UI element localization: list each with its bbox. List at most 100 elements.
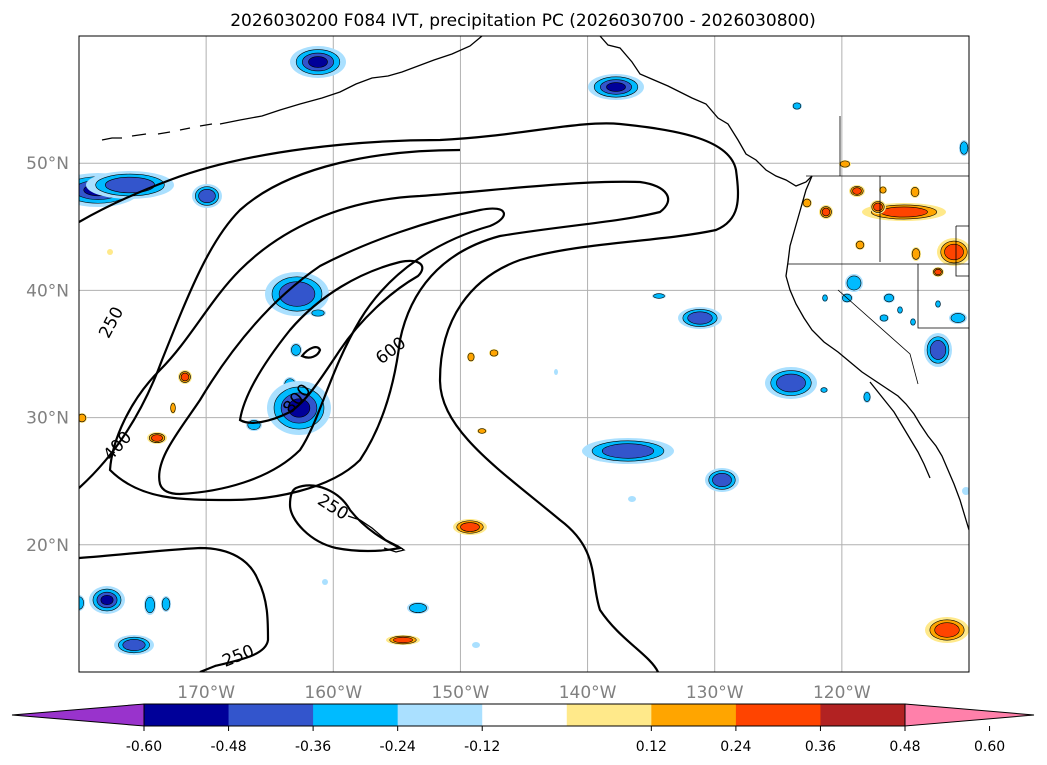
ivt-contour-600 [158, 207, 506, 496]
precip-negative-blob-6 [265, 272, 329, 316]
precip-blob-5-level-1 [792, 102, 802, 110]
precip-negative-blob-4 [588, 74, 644, 100]
precip-blob-8-level-1 [291, 344, 301, 356]
precip-blob-18-level-2 [122, 639, 146, 651]
colorbar-tick-label-5: 0.12 [636, 739, 667, 755]
precip-positive-blob-59 [802, 198, 812, 208]
baja-california [869, 381, 931, 479]
precip-blob-32-level-1 [879, 314, 889, 322]
precip-negative-blob-1 [86, 171, 174, 199]
precip-blob-36-level-0 [554, 369, 558, 375]
ivt-contour-250-main [79, 122, 740, 672]
precip-blob-19-level-1 [145, 596, 155, 614]
precip-negative-blob-21 [407, 602, 429, 614]
precip-blob-53-level-2 [873, 202, 883, 212]
precip-blob-14-level-2 [687, 311, 713, 325]
precip-blob-27-level-1 [820, 387, 828, 393]
latitude-tick-labels: 20°N 30°N 40°N 50°N [26, 154, 69, 556]
precip-positive-blob-42 [147, 432, 167, 444]
lat-tick-label-3: 50°N [26, 154, 69, 174]
precip-blob-63-level-1 [855, 240, 865, 250]
precip-blob-46-level-1 [467, 352, 475, 362]
colorbar-segment-1 [228, 704, 314, 726]
precip-blob-13-level-2 [712, 472, 732, 488]
precip-negative-blob-12 [582, 438, 674, 464]
colorbar-tick-label-6: 0.24 [720, 739, 751, 755]
precip-negative-blob-24 [845, 274, 863, 292]
colorbar-tick-label-1: -0.48 [210, 739, 246, 755]
colorbar-segment-7 [735, 704, 821, 726]
precip-blob-39-level-1 [79, 596, 84, 610]
precip-blob-41-level-2 [180, 372, 190, 382]
precip-blob-56-level-1 [911, 248, 921, 260]
precip-blob-1-level-2 [105, 176, 155, 194]
lon-tick-label-5: 120°W [813, 683, 871, 703]
precip-negative-blob-34 [959, 140, 969, 156]
precip-positive-blob-62 [107, 249, 113, 255]
lon-tick-label-3: 140°W [559, 683, 617, 703]
ivt-contour-250-west [79, 148, 461, 489]
precip-blob-29-level-1 [897, 306, 903, 314]
map-background [79, 36, 969, 672]
ivt-contour-250-hawaii [288, 484, 404, 553]
precip-blob-31-level-1 [935, 300, 941, 308]
precip-blob-35-level-0 [628, 496, 636, 502]
precip-negative-blob-18 [114, 635, 154, 655]
precip-blob-7-level-1 [311, 309, 325, 317]
ivt-contours [79, 122, 740, 672]
colorbar-tick-label-7: 0.36 [805, 739, 836, 755]
state-borders [788, 116, 969, 385]
ivt-contour-400 [108, 180, 670, 502]
precip-positive-blob-58 [910, 186, 920, 198]
precip-blob-50-level-1 [840, 160, 850, 168]
precip-negative-blob-7 [310, 309, 326, 317]
precip-negative-blob-39 [79, 595, 85, 611]
colorbar-tick-label-2: -0.36 [295, 739, 331, 755]
precip-blob-21-level-1 [409, 603, 427, 613]
lat-tick-label-2: 40°N [26, 281, 69, 301]
precip-blob-23-level-1 [950, 313, 966, 323]
precip-blob-4-level-3 [606, 82, 626, 92]
precip-blob-48-level-1 [477, 428, 487, 434]
precip-blob-34-level-1 [959, 141, 969, 155]
colorbar-segment-5 [566, 704, 652, 726]
precip-negative-blob-8 [290, 343, 302, 357]
precip-positive-blob-63 [855, 240, 865, 250]
precip-negative-blob-26 [863, 391, 871, 403]
precip-negative-blob-36 [554, 369, 558, 375]
precip-negative-blob-16 [765, 367, 817, 399]
chart-title: 2026030200 F084 IVT, precipitation PC (2… [230, 11, 816, 31]
colorbar-tick-label-3: -0.24 [380, 739, 416, 755]
precip-positive-blob-49 [819, 205, 833, 219]
precip-blob-59-level-1 [802, 198, 812, 208]
precip-blob-60-level-2 [934, 622, 960, 638]
lat-tick-label-1: 30°N [26, 409, 69, 429]
precip-positive-blob-54 [937, 238, 969, 266]
precip-positive-blob-50 [839, 160, 851, 168]
precip-blob-12-level-2 [601, 443, 655, 459]
precip-negative-blob-38 [322, 579, 328, 585]
ivt-contour-250-south [79, 546, 270, 672]
precip-blob-44-level-2 [460, 522, 480, 532]
precip-positive-blob-44 [453, 519, 487, 535]
precip-blob-47-level-1 [489, 349, 499, 357]
map-frame [78, 35, 970, 673]
coastlines [101, 36, 969, 553]
longitude-tick-labels: 170°W 160°W 150°W 140°W 130°W 120°W [177, 683, 871, 703]
precip-negative-blob-37 [472, 642, 480, 648]
precip-positive-blob-43 [170, 402, 176, 414]
ivt-contour-800-small [300, 346, 322, 359]
precip-blob-16-level-2 [776, 373, 806, 393]
alaska-peninsula-coastline [219, 36, 483, 125]
west-coast-usa [785, 175, 969, 531]
precip-positive-blob-48 [477, 428, 487, 434]
gridlines [79, 36, 969, 672]
precip-positive-blob-55 [932, 267, 944, 277]
precip-blob-22-level-2 [929, 340, 947, 360]
colorbar-extend-low [11, 703, 145, 727]
precip-negative-blob-15 [652, 293, 666, 299]
precip-blob-15-level-1 [653, 293, 665, 299]
precip-blob-61-level-1 [79, 413, 87, 423]
precip-blob-24-level-1 [846, 275, 862, 291]
